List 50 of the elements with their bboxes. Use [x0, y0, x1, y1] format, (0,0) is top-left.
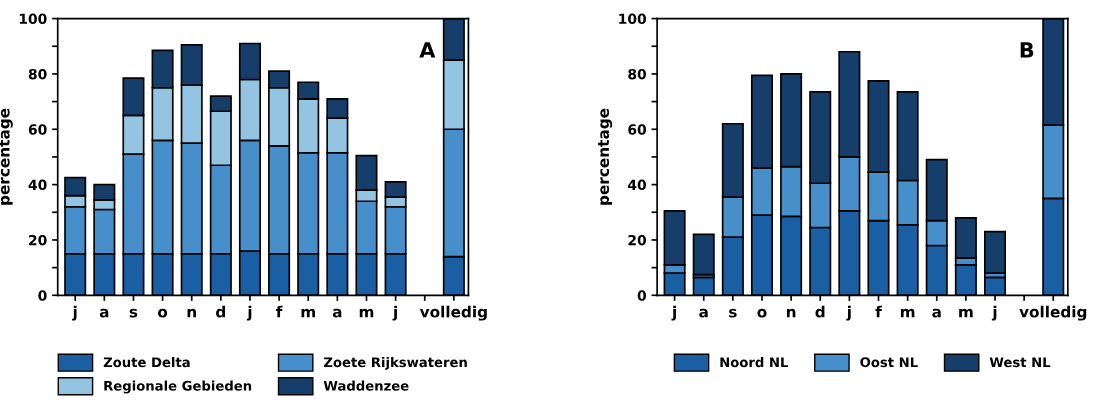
- legend-label: Noord NL: [720, 356, 789, 368]
- x-tick-label: m: [959, 308, 973, 318]
- x-tick-label: d: [815, 305, 825, 318]
- legend-label: West NL: [989, 357, 1051, 368]
- y-tick-label: 20: [29, 234, 47, 246]
- x-tick-label: m: [359, 308, 374, 318]
- y-tick-label: 20: [628, 234, 647, 246]
- x-tick-label: d: [216, 305, 226, 318]
- annotation: A: [419, 42, 436, 58]
- legend-label: Zoute Delta: [103, 356, 190, 368]
- legend-label: Zoete Rijkswateren: [323, 356, 467, 370]
- x-tick-label: m: [900, 308, 915, 318]
- y-tick-label: 40: [28, 179, 47, 191]
- y-tick-label: 100: [19, 13, 47, 25]
- x-tick-label: j: [991, 305, 997, 321]
- x-tick-label: s: [129, 308, 138, 318]
- legend-label: Oost NL: [860, 357, 918, 368]
- x-tick-label: a: [699, 308, 708, 318]
- x-tick-label: j: [246, 305, 252, 321]
- y-tick-label: 40: [628, 179, 647, 191]
- y-tick-label: 0: [637, 290, 647, 301]
- x-tick-label: a: [932, 308, 941, 318]
- x-tick-label: f: [276, 305, 283, 318]
- bar: [983, 230, 1007, 274]
- y-axis-title: percentage: [598, 108, 613, 205]
- bar: [692, 233, 715, 276]
- x-tick-label: j: [392, 305, 397, 321]
- y-tick-label: 80: [628, 68, 647, 80]
- x-tick-label: s: [729, 308, 737, 318]
- x-tick-label: n: [786, 308, 796, 318]
- x-tick-label: j: [671, 305, 676, 321]
- x-tick-label: volledig: [1019, 305, 1087, 321]
- x-tick-label: a: [332, 308, 342, 318]
- x-tick-label: f: [875, 305, 882, 318]
- x-tick-label: m: [301, 308, 315, 318]
- x-tick-label: n: [187, 308, 196, 318]
- x-tick-label: o: [157, 308, 168, 318]
- x-tick-label: o: [757, 308, 767, 318]
- y-tick-label: 80: [28, 68, 47, 80]
- y-tick-label: 60: [628, 124, 647, 135]
- legend-label: Waddenzee: [323, 380, 409, 391]
- y-tick-label: 100: [619, 13, 647, 25]
- annotation: B: [1020, 42, 1034, 58]
- y-tick-label: 0: [38, 290, 47, 301]
- x-tick-label: volledig: [419, 305, 487, 321]
- x-tick-label: j: [72, 305, 77, 321]
- legend-label: Regionale Gebieden: [104, 380, 252, 394]
- x-tick-label: a: [99, 308, 109, 318]
- x-tick-label: j: [846, 305, 851, 321]
- y-tick-label: 60: [28, 124, 47, 135]
